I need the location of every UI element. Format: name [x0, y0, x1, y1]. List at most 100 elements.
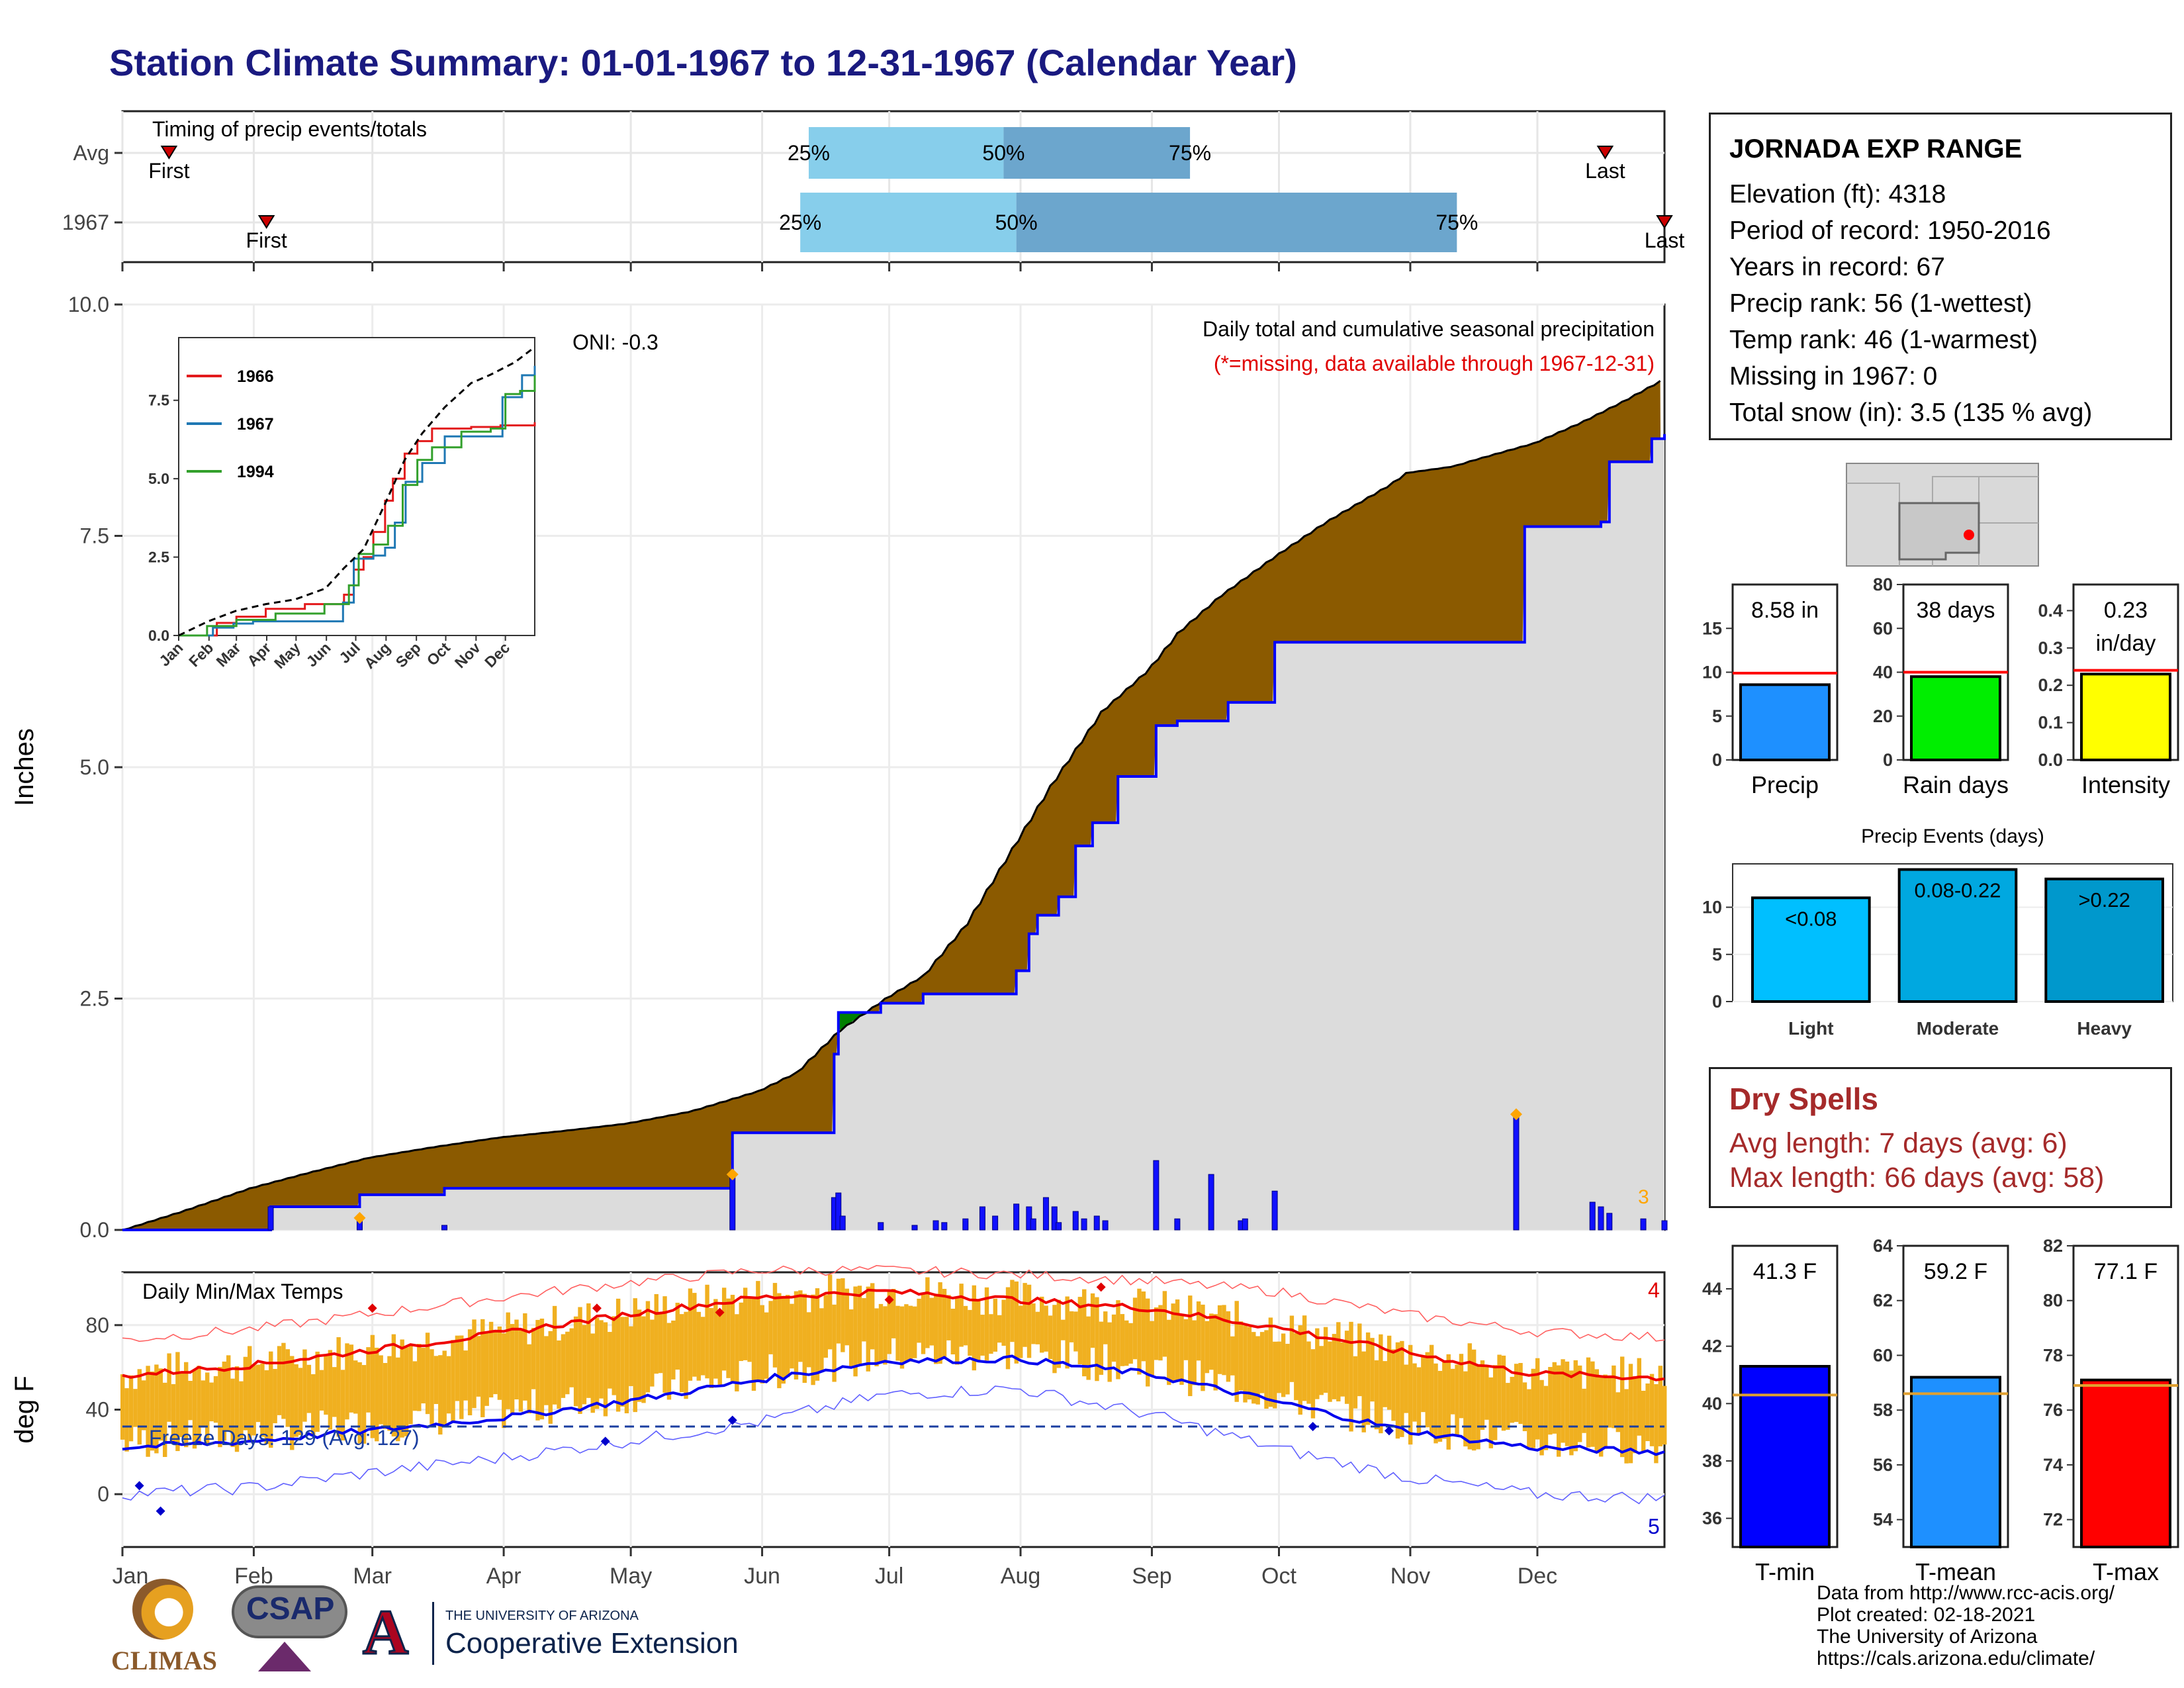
- daily-temp-bar: [794, 1291, 799, 1380]
- daily-temp-bar: [917, 1298, 921, 1343]
- daily-temp-bar: [573, 1316, 578, 1407]
- daily-temp-bar: [544, 1336, 549, 1405]
- bar-category-label: Precip: [1751, 771, 1819, 798]
- daily-precip-bar: [729, 1174, 736, 1231]
- bar-ytick-label: 56: [1873, 1455, 1893, 1475]
- daily-temp-bar: [361, 1365, 367, 1444]
- daily-temp-bars: [120, 1274, 1667, 1464]
- ua-logo: A THE UNIVERSITY OF ARIZONA Cooperative …: [361, 1596, 747, 1675]
- daily-temp-bar: [142, 1380, 146, 1430]
- daily-temp-bar: [1565, 1361, 1570, 1446]
- temps-ytick-label: 0: [97, 1482, 109, 1506]
- record-high-marker: [1096, 1282, 1106, 1292]
- daily-precip-bar: [1102, 1220, 1109, 1231]
- daily-temp-bar: [1598, 1376, 1604, 1457]
- page-title: Station Climate Summary: 01-01-1967 to 1…: [109, 42, 1297, 83]
- daily-precip-bar: [1042, 1197, 1049, 1231]
- daily-temp-bar: [1044, 1305, 1048, 1352]
- bar-value: [2080, 1378, 2171, 1549]
- timing-bar-25-50: [800, 193, 1017, 252]
- daily-temp-bar: [620, 1317, 625, 1407]
- daily-temp-bar: [768, 1301, 773, 1354]
- daily-temp-bar: [1213, 1314, 1218, 1391]
- daily-temp-bar: [1302, 1315, 1307, 1401]
- bar-ytick-label: 80: [1873, 575, 1893, 594]
- daily-temp-bar: [1026, 1284, 1032, 1358]
- daily-temp-bar: [1455, 1364, 1459, 1436]
- climas-logo: CLIMAS: [106, 1579, 218, 1681]
- station-location-dot: [1964, 530, 1974, 540]
- daily-precip-bar: [267, 1206, 274, 1231]
- daily-temp-bar: [1238, 1321, 1244, 1391]
- daily-temp-bar: [938, 1282, 942, 1364]
- daily-temp-bar: [836, 1278, 841, 1344]
- inset-legend-label: 1994: [237, 463, 274, 481]
- bar-category-label: T-min: [1755, 1558, 1815, 1585]
- ua-big-text: Cooperative Extension: [445, 1627, 739, 1660]
- daily-temp-bar: [248, 1346, 252, 1442]
- daily-temp-bar: [281, 1342, 286, 1419]
- bar-value: [1739, 1365, 1831, 1548]
- daily-temp-bar: [658, 1313, 663, 1374]
- temps-xtick-label: Jun: [744, 1564, 780, 1589]
- daily-temp-bar: [1361, 1351, 1366, 1432]
- daily-temp-bar: [243, 1356, 248, 1430]
- daily-temp-bar: [891, 1289, 896, 1338]
- daily-temp-bar: [1539, 1380, 1544, 1456]
- daily-precip-bar: [835, 1192, 842, 1231]
- daily-temp-bar: [1548, 1367, 1553, 1435]
- location-map: [1846, 463, 2039, 567]
- daily-temp-bar: [1116, 1300, 1120, 1380]
- bar-value: [1910, 675, 2001, 761]
- daily-temp-bar: [1586, 1357, 1591, 1448]
- record-low-marker: [156, 1506, 165, 1516]
- daily-temp-bar: [218, 1366, 222, 1448]
- daily-temp-bar: [883, 1306, 887, 1365]
- daily-temp-bar: [853, 1286, 858, 1377]
- daily-temp-bar: [662, 1296, 667, 1393]
- daily-temp-bar: [972, 1285, 977, 1371]
- bar-ytick-label: 0.2: [2038, 675, 2063, 695]
- daily-temp-bar: [430, 1349, 434, 1425]
- daily-temp-bar: [980, 1315, 985, 1356]
- daily-temp-bar: [1344, 1331, 1349, 1404]
- daily-temp-bar: [527, 1344, 531, 1414]
- temps-heading: Daily Min/Max Temps: [142, 1280, 343, 1303]
- daily-temp-bar: [1273, 1341, 1277, 1409]
- daily-temp-bar: [1488, 1377, 1493, 1448]
- daily-precip-bar: [1056, 1222, 1062, 1231]
- daily-temp-bar: [379, 1355, 383, 1425]
- daily-temp-bar: [612, 1316, 616, 1395]
- timing-first-marker: [257, 215, 275, 229]
- daily-temp-bar: [1107, 1322, 1112, 1382]
- precip-corner-label: 3: [1638, 1186, 1649, 1208]
- daily-temp-bar: [1001, 1299, 1006, 1346]
- daily-temp-bar: [1023, 1283, 1027, 1347]
- bar-value-label: 38 days: [1916, 598, 1995, 623]
- record-low-marker: [727, 1415, 737, 1425]
- bar-ytick-label: 76: [2043, 1400, 2063, 1420]
- daily-temp-bar: [213, 1376, 218, 1423]
- daily-temp-bar: [705, 1284, 709, 1379]
- daily-temp-bar: [870, 1283, 875, 1350]
- daily-temp-bar: [1158, 1305, 1163, 1361]
- inset-legend-label: 1967: [237, 415, 274, 434]
- daily-temp-bar: [438, 1355, 443, 1435]
- daily-temp-bar: [446, 1356, 451, 1414]
- daily-temp-bar: [1654, 1383, 1659, 1464]
- daily-temp-bar: [692, 1293, 697, 1377]
- inset-series-1994: [179, 375, 536, 637]
- daily-temp-bar: [1154, 1307, 1159, 1360]
- daily-temp-bar: [133, 1389, 138, 1427]
- timing-bar-25-50: [808, 127, 1004, 179]
- daily-temp-bar: [1315, 1328, 1320, 1399]
- daily-temp-bar: [1658, 1366, 1662, 1446]
- temps-corner-bottom: 5: [1648, 1515, 1660, 1538]
- station-years: Years in record: 67: [1729, 253, 1945, 281]
- dry-spells-max: Max length: 66 days (avg: 58): [1729, 1162, 2105, 1194]
- bar-chart-bar-tmean: 54 56 58 60 62 64 59.2 F T-mean: [1873, 1236, 2009, 1585]
- bar-ytick-label: 44: [1702, 1279, 1722, 1299]
- daily-temp-bar: [1527, 1389, 1531, 1448]
- bar-ytick-label: 20: [1873, 706, 1893, 726]
